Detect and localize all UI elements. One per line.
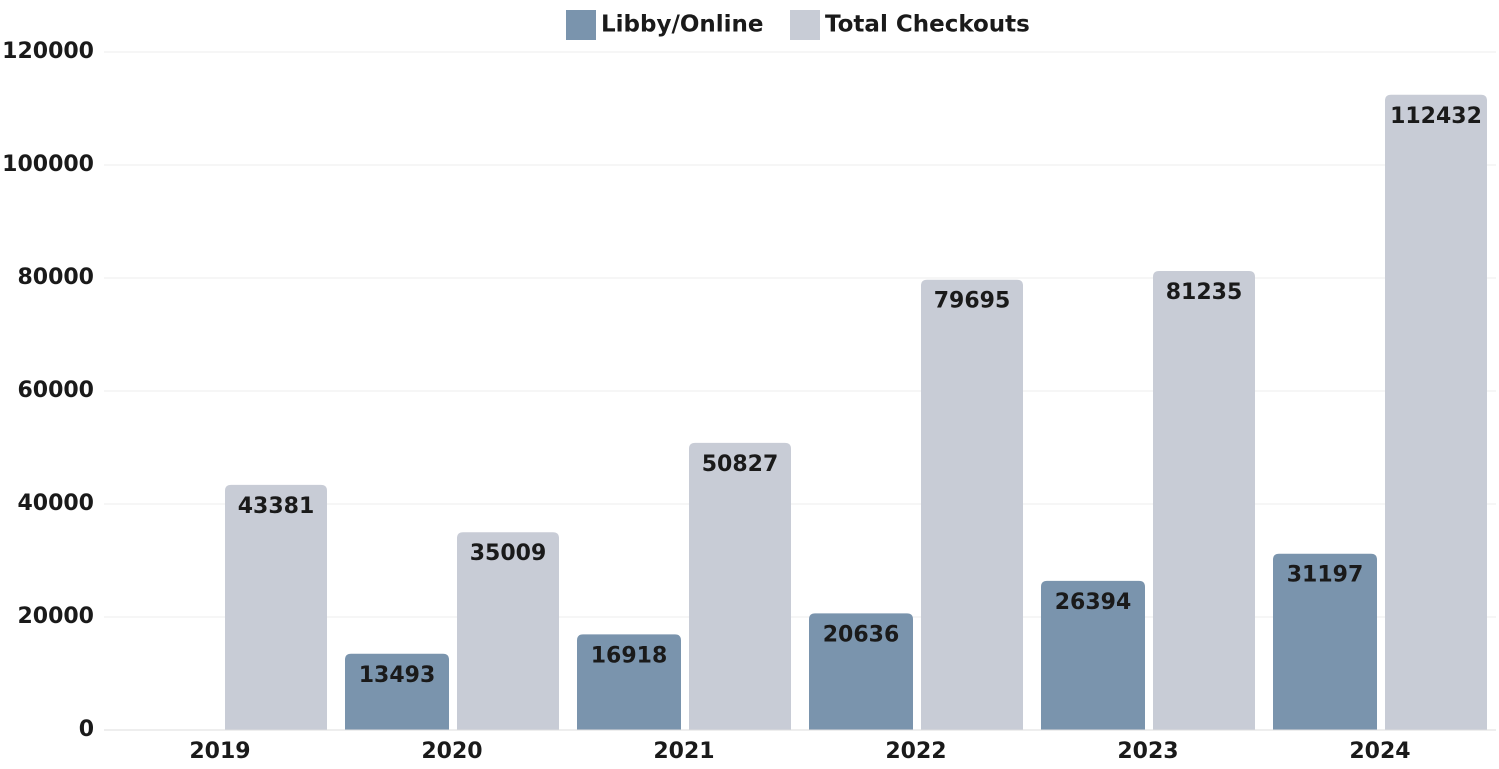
x-tick-label: 2024 <box>1349 739 1410 764</box>
y-tick-label: 60000 <box>17 378 94 403</box>
y-tick-label: 0 <box>79 717 94 742</box>
x-tick-label: 2023 <box>1117 739 1178 764</box>
legend-swatch <box>566 10 596 40</box>
data-label: 81235 <box>1166 280 1243 305</box>
data-label: 112432 <box>1390 104 1482 129</box>
bar <box>689 442 791 730</box>
data-label: 79695 <box>934 289 1011 314</box>
y-tick-label: 120000 <box>2 39 94 64</box>
bar <box>1273 553 1377 730</box>
x-tick-label: 2020 <box>421 739 482 764</box>
x-tick-label: 2019 <box>189 739 250 764</box>
data-label: 31197 <box>1287 563 1364 588</box>
x-tick-label: 2022 <box>885 739 946 764</box>
y-tick-label: 80000 <box>17 265 94 290</box>
bar <box>225 484 327 730</box>
data-label: 20636 <box>823 622 900 647</box>
y-tick-label: 100000 <box>2 152 94 177</box>
legend: Libby/Online Total Checkouts <box>566 10 1030 40</box>
data-label: 26394 <box>1055 590 1132 615</box>
legend-swatch <box>790 10 820 40</box>
bar <box>921 279 1023 730</box>
data-label: 35009 <box>470 541 547 566</box>
data-label: 50827 <box>702 452 779 477</box>
y-tick-label: 20000 <box>17 604 94 629</box>
y-tick-label: 40000 <box>17 491 94 516</box>
bar <box>1385 94 1487 730</box>
data-label: 43381 <box>238 494 315 519</box>
legend-label: Total Checkouts <box>825 12 1030 38</box>
data-label: 16918 <box>591 643 668 668</box>
bar <box>809 613 913 730</box>
bar <box>577 634 681 730</box>
bar <box>345 653 449 730</box>
bar <box>1153 271 1255 730</box>
x-tick-label: 2021 <box>653 739 714 764</box>
legend-label: Libby/Online <box>601 12 764 38</box>
bar <box>457 532 559 730</box>
data-label: 13493 <box>359 663 436 688</box>
bar <box>1041 580 1145 730</box>
